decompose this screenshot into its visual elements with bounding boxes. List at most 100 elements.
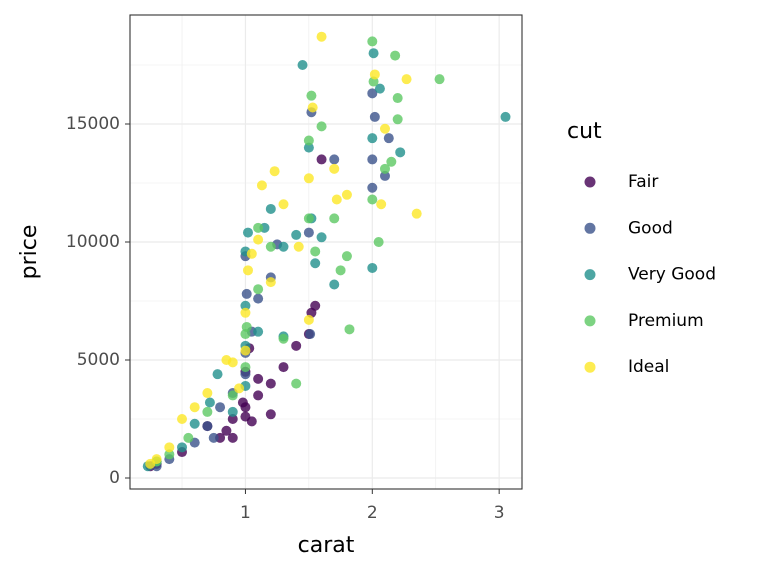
x-tick-label: 2 [367,503,378,523]
point [241,321,252,332]
point [303,227,314,238]
point [331,194,342,205]
point [303,142,314,153]
point [164,442,175,453]
point [329,154,340,165]
point [344,324,355,335]
point [189,418,200,429]
point [202,421,213,432]
point [291,229,302,240]
y-tick-label: 10000 [66,232,120,252]
point [253,326,264,337]
point [278,241,289,252]
point [227,390,238,401]
points [142,31,511,472]
point [189,402,200,413]
point [303,135,314,146]
point [379,170,390,181]
legend-label: Good [628,218,673,238]
point [367,154,378,165]
point [305,329,316,340]
point [241,288,252,299]
point [246,416,257,427]
point [291,378,302,389]
point [303,314,314,325]
point [212,369,223,380]
point [310,246,321,257]
point [379,123,390,134]
point [374,83,385,94]
y-tick-label: 5000 [77,350,120,370]
point [221,425,232,436]
point [297,60,308,71]
point [227,414,238,425]
point [303,213,314,224]
point [202,406,213,417]
point [392,114,403,125]
point [253,234,264,245]
point [151,454,162,465]
point [242,227,253,238]
point [164,449,175,460]
point [316,31,327,42]
point [367,182,378,193]
point [341,251,352,262]
point [307,102,318,113]
point [253,284,264,295]
point [240,307,251,318]
legend-label: Premium [628,311,704,331]
y-axis-title: price [17,225,42,280]
axes: 1 2 3 0 5000 10000 15000 [66,114,505,523]
legend: Fair Good Very Good Premium Ideal [584,172,716,377]
point [369,69,380,80]
point [392,93,403,104]
point [237,397,248,408]
point [369,111,380,122]
point [386,156,397,167]
legend-label: Very Good [628,265,716,285]
legend-key [584,361,596,373]
point [329,279,340,290]
legend-label: Ideal [628,357,669,377]
point [227,357,238,368]
point [291,340,302,351]
point [242,265,253,276]
point [265,241,276,252]
x-tick-label: 1 [240,503,251,523]
point [306,90,317,101]
y-tick-label: 15000 [66,114,120,134]
point [240,345,251,356]
point [329,213,340,224]
point [316,232,327,243]
point [227,406,238,417]
legend-label: Fair [628,172,658,192]
point [500,111,511,122]
point [434,74,445,85]
legend-key [584,222,596,234]
point [367,194,378,205]
point [265,203,276,214]
point [177,414,188,425]
point [293,241,304,252]
point [316,154,327,165]
point [246,248,257,259]
point [310,258,321,269]
point [390,50,401,61]
point [202,388,213,399]
point [253,222,264,233]
point [278,333,289,344]
point [269,166,280,177]
point [395,147,406,158]
point [367,88,378,99]
point [253,390,264,401]
legend-key [584,176,596,188]
point [234,383,245,394]
point [383,133,394,144]
point [278,362,289,373]
point [401,74,412,85]
point [240,300,251,311]
point [240,362,251,373]
point [303,173,314,184]
